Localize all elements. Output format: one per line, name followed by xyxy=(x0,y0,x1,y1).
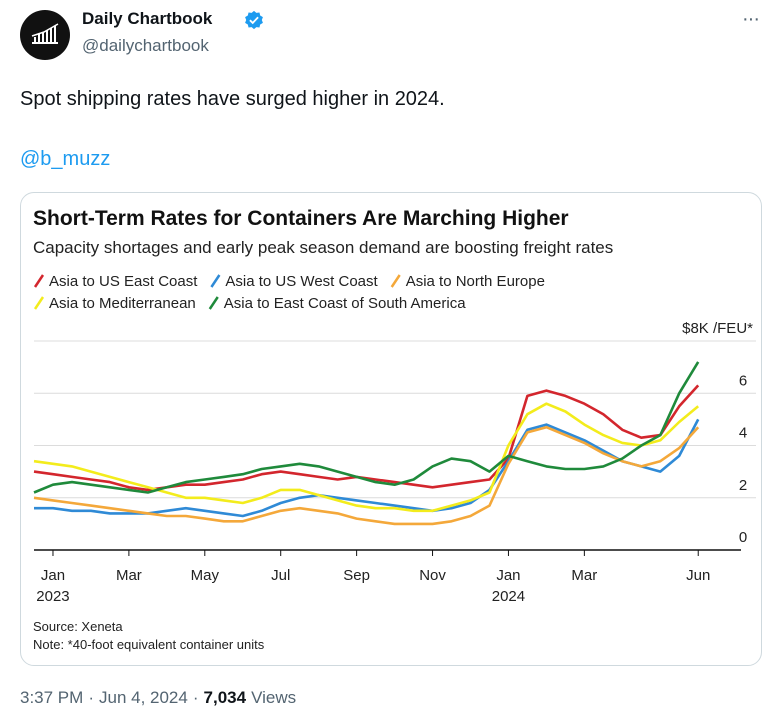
date[interactable]: Jun 4, 2024 xyxy=(98,688,188,707)
author-name[interactable]: Daily Chartbook xyxy=(82,9,213,28)
legend-label: Asia to US West Coast xyxy=(225,273,378,290)
x-year-label: 2024 xyxy=(492,588,525,605)
x-tick-label: Nov xyxy=(419,567,446,584)
views-label: Views xyxy=(251,688,297,707)
legend-label: Asia to East Coast of South America xyxy=(224,295,466,312)
y-tick-label: 4 xyxy=(739,425,747,442)
more-menu[interactable]: ··· xyxy=(742,8,760,30)
chart-subtitle: Capacity shortages and early peak season… xyxy=(33,238,613,257)
series-line xyxy=(33,384,700,492)
series-line xyxy=(33,402,700,513)
legend-marker xyxy=(33,296,45,310)
y-tick-label: 2 xyxy=(739,477,747,494)
legend-label: Asia to US East Coast xyxy=(49,273,198,290)
x-tick-label: May xyxy=(191,567,220,584)
source: Source: Xeneta xyxy=(33,619,123,634)
separator: · xyxy=(192,688,199,707)
y-tick-label: $8K /FEU* xyxy=(682,320,753,337)
legend-label: Asia to Mediterranean xyxy=(49,295,196,312)
note: Note: *40-foot equivalent container unit… xyxy=(33,637,265,652)
legend-marker xyxy=(210,274,221,288)
x-tick-label: Jul xyxy=(271,567,290,584)
legend-marker xyxy=(33,274,45,288)
y-tick-label: 6 xyxy=(739,372,747,389)
chart: Short-Term Rates for Containers Are Marc… xyxy=(33,207,756,652)
series-line xyxy=(33,361,700,494)
tweet-footer: 3:37 PM · Jun 4, 2024 · 7,034 Views xyxy=(20,688,301,708)
view-count: 7,034 xyxy=(203,688,247,707)
chart-title: Short-Term Rates for Containers Are Marc… xyxy=(33,207,569,230)
x-tick-label: Jan xyxy=(41,567,65,584)
x-tick-label: Jan xyxy=(496,567,520,584)
series-line xyxy=(33,425,700,526)
x-tick-label: Jun xyxy=(686,567,710,584)
legend-marker xyxy=(208,296,219,310)
tweet-text: Spot shipping rates have surged higher i… xyxy=(20,88,445,110)
x-tick-label: Mar xyxy=(116,567,142,584)
verified-badge xyxy=(245,10,263,30)
x-tick-label: Sep xyxy=(343,567,370,584)
x-tick-label: Mar xyxy=(571,567,597,584)
y-tick-label: 0 xyxy=(739,529,747,546)
handle[interactable]: @dailychartbook xyxy=(82,36,209,55)
separator: · xyxy=(88,688,94,707)
time[interactable]: 3:37 PM xyxy=(20,688,84,707)
avatar[interactable] xyxy=(20,10,70,60)
chart-card[interactable]: Short-Term Rates for Containers Are Marc… xyxy=(20,192,762,666)
mention-link[interactable]: @b_muzz xyxy=(20,148,111,170)
x-year-label: 2023 xyxy=(36,588,69,605)
legend-marker xyxy=(390,274,401,288)
legend-label: Asia to North Europe xyxy=(406,273,545,290)
